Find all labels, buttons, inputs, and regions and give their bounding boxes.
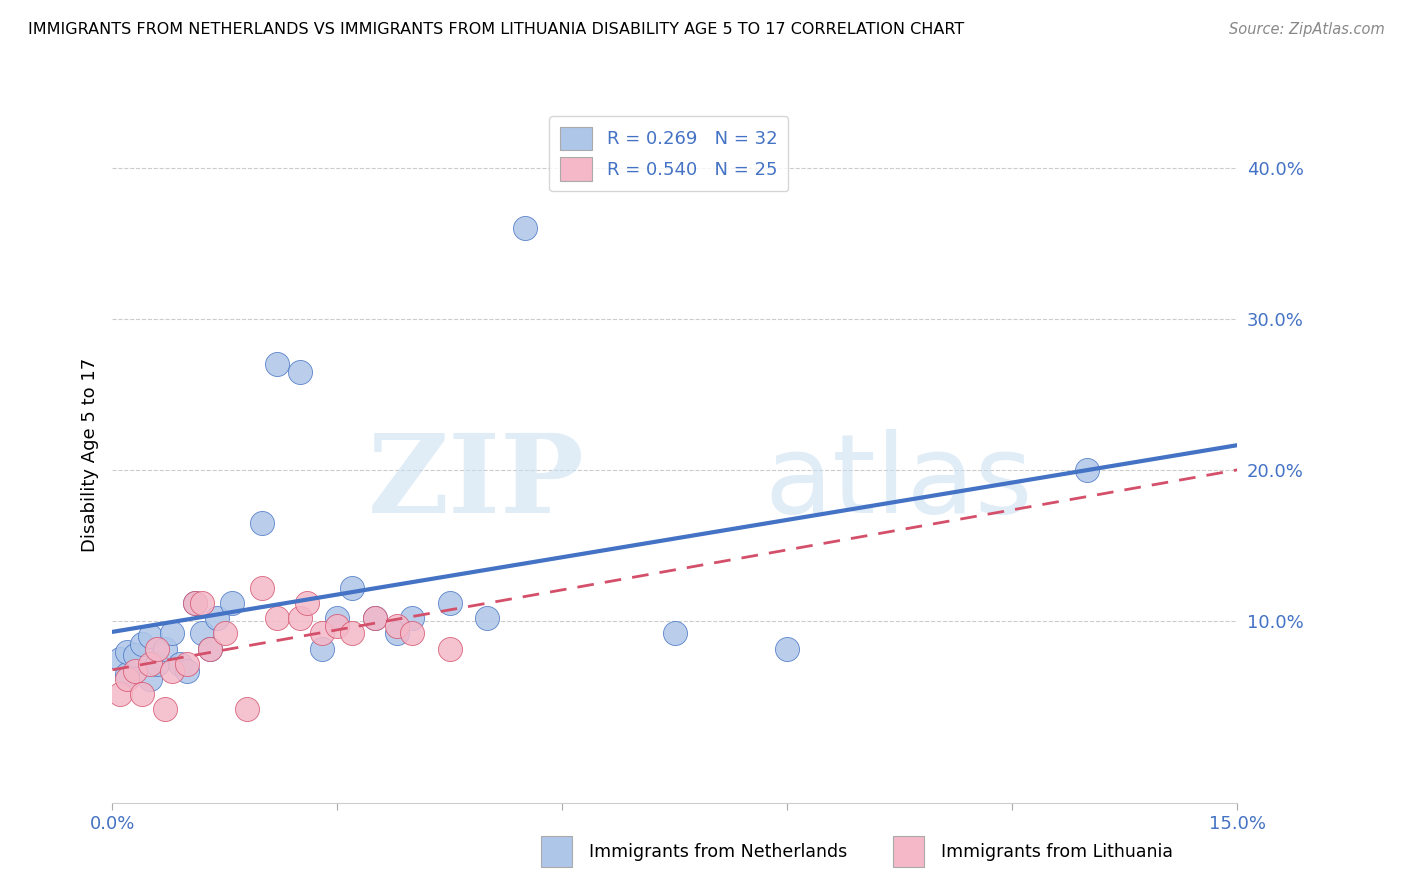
Point (162, 664, 184, 678)
Point (221, 596, 243, 610)
Point (153, 702, 176, 716)
Point (108, 687, 131, 701)
Point (439, 641, 461, 656)
Point (364, 611, 387, 625)
Point (169, 657, 191, 671)
Point (153, 641, 176, 656)
Point (207, 611, 229, 625)
Point (288, 611, 311, 625)
Point (401, 611, 423, 625)
Y-axis label: Disability Age 5 to 17: Disability Age 5 to 17 (80, 358, 98, 552)
Point (387, 619, 409, 633)
Point (311, 626, 333, 640)
Point (146, 657, 169, 671)
Legend: R = 0.269   N = 32, R = 0.540   N = 25: R = 0.269 N = 32, R = 0.540 N = 25 (548, 116, 789, 192)
Point (176, 664, 198, 678)
Point (139, 657, 162, 671)
Point (364, 611, 387, 625)
Point (131, 687, 153, 701)
Text: Immigrants from Lithuania: Immigrants from Lithuania (941, 843, 1173, 861)
Point (1076, 463, 1098, 477)
Point (117, 672, 139, 686)
Point (191, 596, 214, 610)
Point (139, 629, 162, 643)
Point (117, 667, 139, 681)
Point (266, 611, 288, 625)
Point (477, 611, 499, 625)
Point (297, 596, 319, 610)
Point (776, 641, 799, 656)
Point (184, 596, 207, 610)
Point (342, 626, 364, 640)
Point (117, 644, 139, 658)
Point (146, 641, 169, 656)
Point (439, 596, 461, 610)
Text: ZIP: ZIP (368, 429, 585, 536)
Point (252, 581, 274, 595)
Point (198, 641, 221, 656)
Point (124, 664, 146, 678)
Point (191, 626, 214, 640)
Point (326, 619, 349, 633)
Point (266, 357, 288, 371)
Point (326, 611, 349, 625)
Point (198, 641, 221, 656)
Point (124, 648, 146, 662)
Point (139, 672, 162, 686)
Point (401, 626, 423, 640)
Point (184, 596, 207, 610)
Point (131, 637, 153, 651)
Point (342, 581, 364, 595)
Text: IMMIGRANTS FROM NETHERLANDS VS IMMIGRANTS FROM LITHUANIA DISABILITY AGE 5 TO 17 : IMMIGRANTS FROM NETHERLANDS VS IMMIGRANT… (28, 22, 965, 37)
Text: Source: ZipAtlas.com: Source: ZipAtlas.com (1229, 22, 1385, 37)
Point (513, 221, 536, 235)
Text: Immigrants from Netherlands: Immigrants from Netherlands (589, 843, 848, 861)
Point (214, 626, 236, 640)
Point (176, 657, 198, 671)
Point (236, 702, 259, 716)
Point (664, 626, 686, 640)
Point (387, 626, 409, 640)
Point (252, 516, 274, 530)
Text: atlas: atlas (765, 429, 1033, 536)
Point (108, 652, 131, 666)
Point (311, 641, 333, 656)
Point (162, 626, 184, 640)
Point (288, 365, 311, 379)
